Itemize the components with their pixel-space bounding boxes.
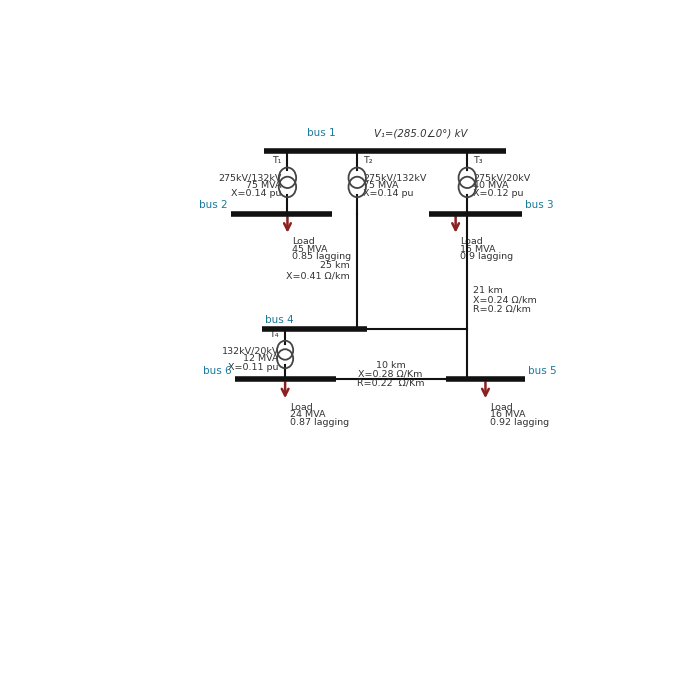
Text: bus 6: bus 6 xyxy=(203,365,232,376)
Text: Load: Load xyxy=(490,403,513,412)
Text: 275kV/20kV: 275kV/20kV xyxy=(473,173,531,182)
Text: Load: Load xyxy=(290,403,312,412)
Text: 15 MVA: 15 MVA xyxy=(461,245,496,254)
Text: 0.9 lagging: 0.9 lagging xyxy=(461,253,513,262)
Text: 21 km: 21 km xyxy=(473,286,503,295)
Text: 45 MVA: 45 MVA xyxy=(292,245,328,254)
Text: bus 2: bus 2 xyxy=(199,200,228,210)
Text: X=0.24 Ω/km: X=0.24 Ω/km xyxy=(473,295,537,304)
Text: X=0.11 pu: X=0.11 pu xyxy=(228,363,279,372)
Text: T₃: T₃ xyxy=(473,156,483,165)
Text: 0.92 lagging: 0.92 lagging xyxy=(490,418,550,427)
Text: R=0.2 Ω/km: R=0.2 Ω/km xyxy=(473,304,531,313)
Text: R=0.22  Ω/Km: R=0.22 Ω/Km xyxy=(357,379,424,388)
Text: 40 MVA: 40 MVA xyxy=(473,181,509,190)
Text: V₁=(285.0∠0°) kV: V₁=(285.0∠0°) kV xyxy=(374,129,468,138)
Text: 12 MVA: 12 MVA xyxy=(244,354,279,363)
Text: X=0.14 pu: X=0.14 pu xyxy=(363,190,414,199)
Text: bus 3: bus 3 xyxy=(524,200,553,210)
Text: X=0.41 Ω/km: X=0.41 Ω/km xyxy=(286,271,349,280)
Text: 275kV/132kV: 275kV/132kV xyxy=(363,173,427,182)
Text: 25 km: 25 km xyxy=(320,261,349,270)
Text: X=0.14 pu: X=0.14 pu xyxy=(231,190,281,199)
Text: 0.87 lagging: 0.87 lagging xyxy=(290,418,349,427)
Text: bus 1: bus 1 xyxy=(307,129,336,138)
Text: T₁: T₁ xyxy=(272,156,281,165)
Text: X=0.28 Ω/Km: X=0.28 Ω/Km xyxy=(358,370,423,379)
Text: 132kV/20kV: 132kV/20kV xyxy=(221,347,279,356)
Text: 0.85 lagging: 0.85 lagging xyxy=(292,253,351,262)
Text: T₄: T₄ xyxy=(270,330,279,339)
Text: 275kV/132kV: 275kV/132kV xyxy=(218,173,281,182)
Text: Load: Load xyxy=(292,237,315,246)
Text: 16 MVA: 16 MVA xyxy=(490,410,526,419)
Text: Load: Load xyxy=(461,237,483,246)
Text: 24 MVA: 24 MVA xyxy=(290,410,326,419)
Text: bus 5: bus 5 xyxy=(528,365,557,376)
Text: bus 4: bus 4 xyxy=(265,315,293,325)
Text: 10 km: 10 km xyxy=(376,361,405,370)
Text: 75 MVA: 75 MVA xyxy=(246,181,281,190)
Text: X=0.12 pu: X=0.12 pu xyxy=(473,190,524,199)
Text: T₂: T₂ xyxy=(363,156,373,165)
Text: 75 MVA: 75 MVA xyxy=(363,181,399,190)
